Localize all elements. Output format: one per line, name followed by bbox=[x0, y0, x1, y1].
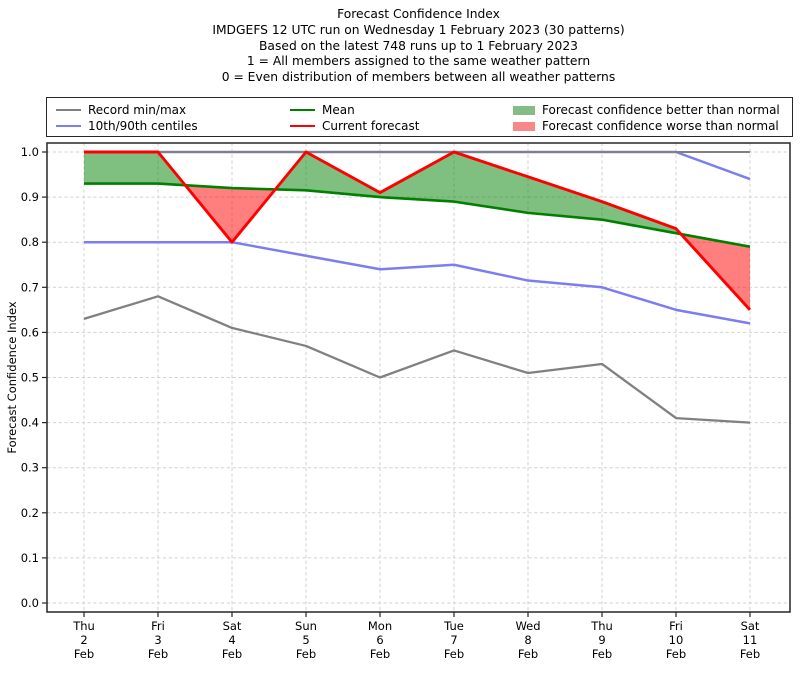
svg-text:7: 7 bbox=[450, 633, 457, 647]
axis-ticks bbox=[42, 151, 751, 617]
legend: Record min/max 10th/90th centiles Mean C… bbox=[46, 97, 793, 137]
fill-confidence-better bbox=[84, 152, 681, 235]
x-axis-tick-labels: Thu2FebFri3FebSat4FebSun5FebMon6FebTue7F… bbox=[72, 619, 760, 661]
series-centile-10 bbox=[84, 240, 751, 325]
record-minmax-line-swatch bbox=[56, 108, 81, 112]
chart-title-line-3: Based on the latest 748 runs up to 1 Feb… bbox=[259, 38, 578, 53]
svg-text:0.4: 0.4 bbox=[21, 416, 39, 430]
svg-text:Feb: Feb bbox=[666, 647, 686, 661]
svg-text:Sun: Sun bbox=[295, 619, 317, 633]
svg-text:5: 5 bbox=[302, 633, 309, 647]
confidence-better-fill-swatch bbox=[513, 105, 535, 115]
legend-item-confidence-worse: Forecast confidence worse than normal bbox=[513, 119, 779, 133]
svg-text:1.0: 1.0 bbox=[21, 145, 39, 159]
svg-text:Fri: Fri bbox=[151, 619, 165, 633]
legend-item-confidence-better: Forecast confidence better than normal bbox=[513, 103, 780, 117]
chart-title-line-5: 0 = Even distribution of members between… bbox=[221, 70, 616, 85]
svg-text:11: 11 bbox=[743, 633, 758, 647]
svg-text:Sat: Sat bbox=[223, 619, 242, 633]
svg-text:0.8: 0.8 bbox=[21, 235, 39, 249]
svg-text:4: 4 bbox=[228, 633, 235, 647]
svg-text:Feb: Feb bbox=[74, 647, 94, 661]
svg-text:0.6: 0.6 bbox=[21, 325, 39, 339]
legend-item-label: Mean bbox=[322, 103, 355, 117]
svg-text:0.0: 0.0 bbox=[21, 596, 39, 610]
svg-text:Sat: Sat bbox=[741, 619, 760, 633]
chart-title-block: Forecast Confidence Index IMDGEFS 12 UTC… bbox=[47, 7, 790, 86]
svg-text:Fri: Fri bbox=[669, 619, 683, 633]
svg-text:Tue: Tue bbox=[443, 619, 464, 633]
svg-text:10: 10 bbox=[669, 633, 684, 647]
svg-text:9: 9 bbox=[598, 633, 605, 647]
legend-item-mean: Mean bbox=[290, 103, 355, 117]
legend-item-label: 10th/90th centiles bbox=[88, 119, 198, 133]
chart-title-line-2: IMDGEFS 12 UTC run on Wednesday 1 Februa… bbox=[212, 22, 625, 37]
svg-text:0.1: 0.1 bbox=[21, 551, 39, 565]
legend-item-centiles: 10th/90th centiles bbox=[56, 119, 198, 133]
gridlines bbox=[47, 143, 790, 612]
plot-frame bbox=[46, 142, 791, 613]
current-forecast-line-swatch bbox=[290, 124, 315, 128]
series-mean bbox=[84, 182, 751, 248]
legend-item-label: Forecast confidence worse than normal bbox=[542, 119, 779, 133]
svg-text:Feb: Feb bbox=[444, 647, 464, 661]
svg-text:Feb: Feb bbox=[148, 647, 168, 661]
svg-text:0.7: 0.7 bbox=[21, 280, 39, 294]
legend-item-current-forecast: Current forecast bbox=[290, 119, 419, 133]
svg-text:0.5: 0.5 bbox=[21, 371, 39, 385]
centiles-line-swatch bbox=[56, 124, 81, 128]
legend-item-label: Record min/max bbox=[88, 103, 187, 117]
svg-text:3: 3 bbox=[154, 633, 161, 647]
series-record-min bbox=[83, 295, 751, 424]
mean-line-swatch bbox=[290, 108, 315, 112]
svg-text:Mon: Mon bbox=[368, 619, 392, 633]
svg-text:Feb: Feb bbox=[592, 647, 612, 661]
svg-text:Feb: Feb bbox=[518, 647, 538, 661]
y-axis-label: Forecast Confidence Index bbox=[5, 301, 19, 453]
svg-text:Thu: Thu bbox=[590, 619, 613, 633]
series-current bbox=[84, 150, 752, 311]
svg-text:2: 2 bbox=[80, 633, 87, 647]
svg-text:Feb: Feb bbox=[222, 647, 242, 661]
chart-title-line-4: 1 = All members assigned to the same wea… bbox=[246, 54, 591, 69]
legend-item-label: Forecast confidence better than normal bbox=[542, 103, 780, 117]
svg-text:Feb: Feb bbox=[296, 647, 316, 661]
svg-text:0.9: 0.9 bbox=[21, 190, 39, 204]
svg-text:Thu: Thu bbox=[72, 619, 95, 633]
svg-text:6: 6 bbox=[376, 633, 383, 647]
legend-item-label: Current forecast bbox=[322, 119, 420, 133]
svg-text:Feb: Feb bbox=[740, 647, 760, 661]
svg-text:0.3: 0.3 bbox=[21, 461, 39, 475]
svg-text:8: 8 bbox=[524, 633, 531, 647]
confidence-worse-fill-swatch bbox=[513, 121, 535, 131]
y-axis-tick-labels: 0.0 0.1 0.2 0.3 0.4 0.5 0.6 0.7 0.8 0.9 1.0 bbox=[21, 145, 39, 610]
svg-text:0.2: 0.2 bbox=[21, 506, 39, 520]
legend-item-record-minmax: Record min/max bbox=[56, 103, 186, 117]
svg-text:Wed: Wed bbox=[515, 619, 540, 633]
svg-text:Feb: Feb bbox=[370, 647, 390, 661]
chart-title-line-1: Forecast Confidence Index bbox=[337, 7, 500, 21]
